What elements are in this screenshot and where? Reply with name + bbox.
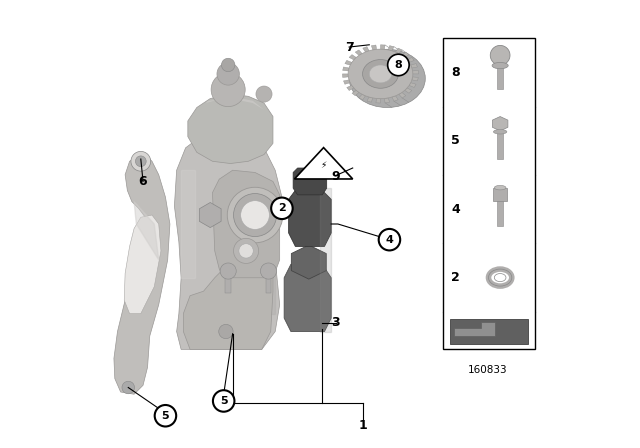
Polygon shape [412, 77, 419, 81]
Circle shape [241, 201, 269, 229]
Polygon shape [345, 60, 352, 65]
Bar [450, 319, 529, 344]
Ellipse shape [362, 60, 398, 88]
Polygon shape [284, 264, 332, 332]
Circle shape [122, 381, 134, 394]
Polygon shape [363, 47, 369, 52]
Circle shape [388, 54, 409, 76]
Polygon shape [184, 269, 273, 349]
Polygon shape [342, 74, 348, 78]
Polygon shape [413, 70, 419, 74]
Circle shape [213, 390, 234, 412]
Bar [225, 271, 231, 293]
Polygon shape [411, 64, 417, 68]
Polygon shape [349, 55, 356, 60]
Polygon shape [114, 155, 170, 394]
Ellipse shape [494, 185, 506, 190]
Polygon shape [134, 202, 159, 260]
Circle shape [234, 194, 276, 237]
Polygon shape [342, 67, 349, 71]
Polygon shape [289, 190, 332, 246]
Polygon shape [376, 99, 380, 103]
Bar [443, 38, 535, 349]
Polygon shape [293, 168, 327, 195]
Text: 5: 5 [162, 411, 169, 421]
Polygon shape [371, 45, 376, 50]
Polygon shape [454, 322, 495, 336]
Polygon shape [409, 83, 416, 87]
Circle shape [136, 156, 146, 167]
Circle shape [271, 198, 292, 219]
Polygon shape [124, 215, 161, 314]
Polygon shape [367, 97, 372, 102]
Text: 1: 1 [358, 419, 367, 432]
Ellipse shape [348, 49, 413, 99]
Circle shape [155, 405, 176, 426]
Polygon shape [320, 188, 332, 332]
Circle shape [220, 263, 236, 279]
Polygon shape [291, 245, 326, 279]
Bar [497, 129, 503, 159]
Polygon shape [359, 94, 365, 100]
Ellipse shape [369, 65, 392, 83]
Circle shape [256, 86, 272, 102]
Circle shape [227, 187, 283, 243]
Circle shape [217, 63, 239, 85]
Polygon shape [407, 57, 414, 62]
Polygon shape [253, 188, 275, 314]
Ellipse shape [492, 62, 508, 69]
Polygon shape [392, 96, 398, 101]
Text: 9: 9 [332, 170, 340, 184]
Circle shape [219, 324, 233, 339]
Circle shape [131, 151, 150, 171]
Text: 4: 4 [385, 235, 394, 245]
Polygon shape [380, 45, 385, 49]
Polygon shape [399, 92, 406, 98]
Text: 5: 5 [220, 396, 227, 406]
Bar [497, 199, 503, 226]
Polygon shape [492, 116, 508, 131]
Polygon shape [188, 94, 273, 164]
Polygon shape [200, 202, 221, 228]
Polygon shape [344, 80, 350, 84]
Polygon shape [174, 130, 282, 349]
Text: 7: 7 [345, 40, 353, 54]
Text: 3: 3 [332, 316, 340, 329]
Circle shape [234, 238, 259, 263]
Polygon shape [347, 86, 354, 90]
Polygon shape [402, 52, 409, 57]
Bar [493, 188, 508, 201]
Text: 6: 6 [139, 175, 147, 188]
Bar [497, 63, 503, 89]
Polygon shape [352, 90, 359, 96]
Polygon shape [212, 170, 280, 278]
Circle shape [260, 263, 276, 279]
Circle shape [221, 58, 235, 72]
Polygon shape [181, 170, 195, 278]
Text: 2: 2 [278, 203, 286, 213]
Text: ⚡: ⚡ [321, 161, 327, 170]
Circle shape [490, 45, 510, 65]
Polygon shape [396, 48, 402, 54]
Text: 8: 8 [451, 66, 460, 79]
Text: 4: 4 [451, 202, 460, 215]
Ellipse shape [349, 49, 425, 108]
Polygon shape [385, 98, 390, 103]
Polygon shape [404, 88, 412, 93]
Text: 8: 8 [394, 60, 403, 70]
Text: 2: 2 [451, 271, 460, 284]
Text: 160833: 160833 [468, 365, 508, 375]
Ellipse shape [493, 129, 507, 134]
Circle shape [211, 73, 245, 107]
Circle shape [239, 244, 253, 258]
Text: 5: 5 [451, 134, 460, 147]
Polygon shape [388, 46, 394, 51]
Polygon shape [355, 50, 362, 56]
Polygon shape [206, 96, 264, 110]
Polygon shape [294, 148, 353, 179]
Circle shape [379, 229, 400, 250]
Bar [266, 271, 271, 293]
